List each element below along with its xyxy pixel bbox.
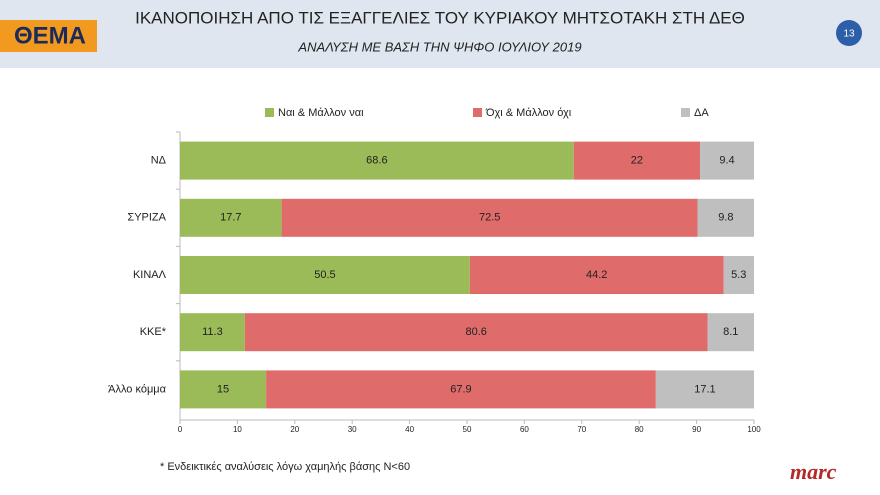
legend-swatch	[473, 108, 482, 117]
bar-segment	[700, 141, 754, 180]
bar-segment	[180, 141, 574, 180]
data-label: 22	[631, 155, 643, 167]
data-label: 5.3	[731, 269, 746, 281]
page-number: 13	[843, 29, 855, 40]
data-label: 44.2	[586, 269, 607, 281]
bar-segment	[180, 370, 267, 409]
bar-segment	[723, 256, 754, 294]
data-label: 50.5	[314, 269, 335, 281]
data-label: 11.3	[202, 326, 223, 338]
y-tick-label: Άλλο κόμμα	[108, 383, 167, 395]
brand: marc	[790, 459, 837, 484]
x-tick-label: 0	[178, 425, 183, 434]
data-label: 9.8	[718, 212, 733, 224]
bar-segment	[469, 256, 724, 294]
bar-segment	[573, 141, 701, 180]
x-tick-label: 100	[747, 425, 761, 434]
y-tick-label: ΝΔ	[151, 155, 167, 167]
x-tick-label: 50	[463, 425, 472, 434]
bar-segment	[707, 313, 754, 352]
data-label: 72.5	[479, 212, 500, 224]
data-label: 17.7	[220, 212, 241, 224]
chart-title: ΙΚΑΝΟΠΟΙΗΣΗ ΑΠΟ ΤΙΣ ΕΞΑΓΓΕΛΙΕΣ ΤΟΥ ΚΥΡΙΑ…	[135, 8, 745, 27]
legend-swatch	[681, 108, 690, 117]
legend-label: ΔΑ	[694, 107, 709, 119]
logo-box	[0, 20, 97, 52]
data-label: 8.1	[723, 326, 738, 338]
bar-segment	[266, 370, 656, 409]
y-tick-label: ΚΙΝΑΛ	[133, 269, 167, 281]
legend-swatch	[265, 108, 274, 117]
page-badge	[836, 20, 862, 46]
bar-segment	[655, 370, 754, 409]
x-tick-label: 80	[635, 425, 644, 434]
header-band	[0, 0, 880, 68]
legend-label: Ναι & Μάλλον ναι	[278, 107, 364, 119]
bar-segment	[281, 198, 698, 237]
bar-segment	[180, 198, 282, 237]
x-tick-label: 10	[233, 425, 242, 434]
bar-segment	[244, 313, 708, 352]
chart-subtitle: ΑΝΑΛΥΣΗ ΜΕ ΒΑΣΗ ΤΗΝ ΨΗΦΟ ΙΟΥΛΙΟΥ 2019	[297, 39, 581, 54]
footnote: * Ενδεικτικές αναλύσεις λόγω χαμηλής βάσ…	[160, 461, 410, 473]
x-tick-label: 40	[405, 425, 414, 434]
bar-segment	[180, 256, 470, 294]
x-tick-label: 60	[520, 425, 529, 434]
data-label: 17.1	[694, 383, 715, 395]
data-label: 68.6	[366, 155, 387, 167]
x-tick-label: 30	[348, 425, 357, 434]
x-tick-label: 90	[692, 425, 701, 434]
bar-segment	[180, 313, 245, 352]
logo: ΘΕΜΑ	[14, 22, 86, 49]
bar-segment	[697, 198, 754, 237]
legend-label: Όχι & Μάλλον όχι	[485, 107, 572, 119]
y-tick-label: ΣΥΡΙΖΑ	[127, 212, 166, 224]
x-tick-label: 20	[290, 425, 299, 434]
x-tick-label: 70	[577, 425, 586, 434]
data-label: 9.4	[719, 155, 734, 167]
data-label: 80.6	[465, 326, 486, 338]
data-label: 15	[217, 383, 229, 395]
y-tick-label: ΚΚΕ*	[140, 326, 167, 338]
data-label: 67.9	[450, 383, 471, 395]
